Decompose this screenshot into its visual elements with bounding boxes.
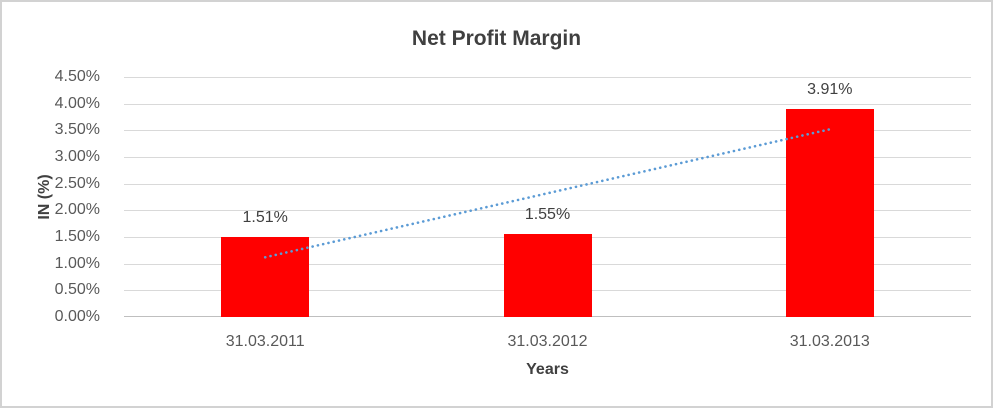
- chart-title: Net Profit Margin: [411, 27, 582, 50]
- data-label: 1.55%: [524, 206, 571, 224]
- y-tick-label: 2.00%: [54, 201, 100, 219]
- y-tick-label: 0.00%: [54, 308, 100, 325]
- y-tick-label: 0.50%: [54, 281, 100, 299]
- data-label: 1.51%: [242, 208, 288, 226]
- bar-31.03.2011: [221, 236, 310, 317]
- gridline: [124, 183, 971, 185]
- x-tick-label: 31.03.2013: [789, 333, 870, 350]
- x-axis-ticks: 31.03.2011 31.03.2012 31.03.2013: [124, 332, 971, 352]
- y-tick-label: 1.50%: [54, 228, 100, 245]
- gridline: [124, 210, 971, 212]
- x-axis-title: Years: [526, 361, 569, 378]
- gridline: [124, 103, 971, 105]
- gridline: [124, 77, 971, 78]
- y-tick-label: 1.00%: [54, 254, 100, 272]
- bar-31.03.2013: [785, 108, 874, 317]
- data-label: 3.91%: [807, 80, 853, 98]
- y-tick-label: 4.50%: [54, 68, 100, 85]
- trendline: [263, 127, 832, 259]
- x-tick-label: 31.03.2012: [507, 333, 588, 350]
- gridline: [124, 130, 971, 132]
- y-tick-label: 2.50%: [54, 174, 100, 192]
- y-axis-ticks: 4.50% 4.00% 3.50% 3.00% 2.50% 2.00% 1.50% 1.00%…: [2, 2, 114, 406]
- plot-area: 1.51% 1.55% 3.91%: [124, 77, 971, 317]
- y-tick-label: 3.00%: [54, 148, 100, 165]
- y-tick-label: 4.00%: [54, 94, 100, 112]
- bar-31.03.2012: [503, 234, 592, 317]
- x-tick-label: 31.03.2011: [225, 333, 305, 350]
- gridline: [124, 157, 971, 158]
- y-tick-label: 3.50%: [54, 121, 100, 139]
